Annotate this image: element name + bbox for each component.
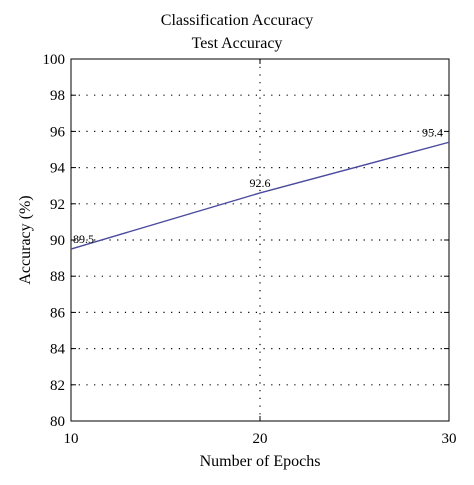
series: 89.5 92.6 95.4 (70, 125, 450, 250)
chart-title: Classification Accuracy (160, 12, 314, 29)
y-tick-label: 96 (50, 124, 66, 140)
x-axis-label: Number of Epochs (200, 453, 321, 470)
series-line (70, 141, 450, 250)
x-tick-label: 20 (253, 431, 268, 447)
data-label: 92.6 (250, 176, 271, 190)
y-tick-label: 80 (50, 414, 65, 430)
y-tick-label: 90 (50, 233, 65, 249)
y-tick-label: 86 (50, 305, 66, 321)
y-axis-label: Accuracy (%) (17, 195, 34, 284)
y-tick-label: 88 (50, 269, 65, 285)
x-tick-label: 10 (64, 431, 79, 447)
axis-ticks: 80 82 84 86 88 90 92 94 96 98 100 10 20 30 (43, 52, 457, 447)
data-label: 95.4 (422, 125, 443, 139)
data-label: 89.5 (73, 232, 94, 246)
y-tick-label: 98 (50, 88, 65, 104)
y-tick-label: 100 (43, 52, 66, 68)
chart-subtitle: Test Accuracy (191, 35, 283, 52)
grid (71, 59, 449, 421)
y-tick-label: 92 (50, 197, 65, 213)
y-tick-label: 94 (50, 161, 66, 177)
y-tick-label: 82 (50, 378, 65, 394)
y-tick-label: 84 (50, 342, 66, 358)
x-tick-label: 30 (442, 431, 457, 447)
